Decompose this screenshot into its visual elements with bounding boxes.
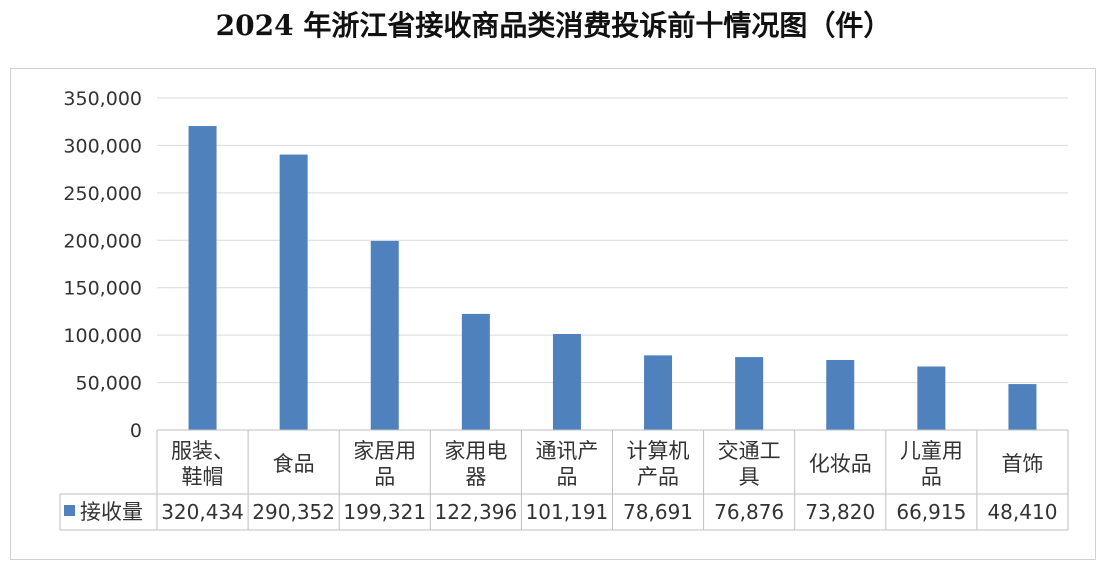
y-tick-label: 350,000	[63, 88, 142, 110]
chart-frame	[10, 68, 1096, 560]
bar	[735, 357, 764, 430]
x-category-label: 通讯产	[535, 439, 598, 463]
bar	[917, 366, 946, 430]
bar	[370, 240, 399, 430]
table-value-label: 101,191	[526, 500, 609, 524]
y-tick-label: 300,000	[63, 135, 142, 157]
table-value-label: 290,352	[252, 500, 335, 524]
table-value-label: 199,321	[343, 500, 426, 524]
x-category-label: 品	[921, 465, 942, 489]
bar	[461, 313, 490, 430]
table-value-label: 66,915	[896, 500, 966, 524]
x-category-label: 器	[465, 465, 486, 489]
table-value-label: 76,876	[714, 500, 784, 524]
x-category-label: 首饰	[1001, 452, 1043, 476]
bar	[644, 355, 673, 430]
x-category-label: 品	[556, 465, 577, 489]
x-category-label: 产品	[637, 465, 679, 489]
x-category-label: 具	[739, 465, 760, 489]
table-value-label: 122,396	[434, 500, 517, 524]
y-tick-label: 150,000	[63, 278, 142, 300]
x-category-label: 品	[374, 465, 395, 489]
bar	[1008, 384, 1037, 430]
bar	[279, 154, 308, 430]
x-category-label: 计算机	[627, 439, 690, 463]
x-category-label: 化妆品	[809, 452, 872, 476]
legend-series-label: 接收量	[80, 500, 143, 524]
y-tick-label: 0	[130, 420, 142, 442]
chart-title: 2024 年浙江省接收商品类消费投诉前十情况图（件）	[215, 9, 892, 42]
y-tick-label: 250,000	[63, 183, 142, 205]
table-value-label: 48,410	[987, 500, 1057, 524]
x-category-label: 家居用	[353, 439, 416, 463]
table-value-label: 78,691	[623, 500, 693, 524]
bar	[552, 334, 581, 430]
x-category-label: 儿童用	[900, 439, 963, 463]
table-value-label: 320,434	[161, 500, 244, 524]
x-category-label: 交通工	[718, 439, 781, 463]
y-tick-label: 50,000	[76, 373, 142, 395]
bar	[826, 359, 855, 430]
y-tick-label: 200,000	[63, 230, 142, 252]
bar	[188, 126, 217, 430]
table-value-label: 73,820	[805, 500, 875, 524]
x-category-label: 服装、	[171, 439, 234, 463]
x-category-label: 家用电	[444, 439, 507, 463]
y-tick-label: 100,000	[63, 325, 142, 347]
legend-swatch	[64, 505, 75, 516]
x-category-label: 食品	[273, 452, 315, 476]
x-category-label: 鞋帽	[182, 465, 224, 489]
